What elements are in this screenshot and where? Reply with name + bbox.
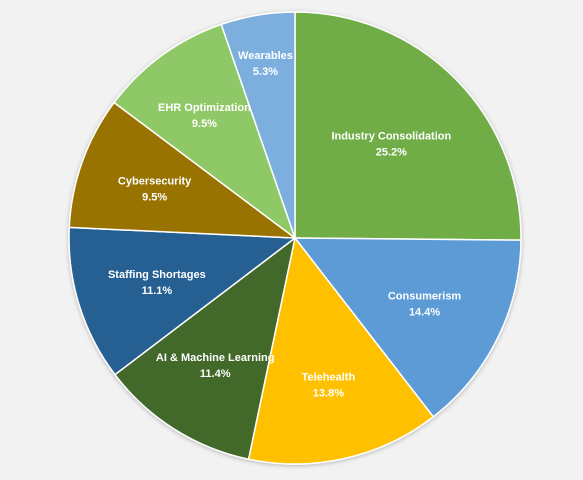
pie-slice-ai-and-machine-learning [113, 236, 297, 461]
slice-value-ai-and-machine-learning: 11.4% [200, 368, 231, 380]
slice-value-cybersecurity: 9.5% [142, 192, 167, 204]
pie-slice-cybersecurity [68, 101, 298, 239]
slice-label-staffing-shortages: Staffing Shortages [108, 269, 206, 281]
slice-label-wearables: Wearables [238, 50, 293, 62]
slice-value-industry-consolidation: 25.2% [376, 147, 407, 159]
slice-label-ehr-optimization: EHR Optimization [158, 102, 251, 114]
pie-slice-staffing-shortages [68, 226, 298, 376]
slice-value-ehr-optimization: 9.5% [192, 118, 217, 130]
slice-label-consumerism: Consumerism [388, 290, 462, 302]
slice-value-wearables: 5.3% [253, 66, 278, 78]
slice-label-ai-and-machine-learning: AI & Machine Learning [156, 352, 275, 364]
pie-slices [68, 11, 522, 465]
pie-slice-consumerism [293, 237, 522, 418]
pie-data-labels: Industry Consolidation 25.2% Consumerism 14… [108, 50, 461, 399]
pie-slice-ehr-optimization [113, 23, 297, 241]
pie-slice-wearables [220, 11, 296, 239]
pie-slice-industry-consolidation [294, 11, 522, 241]
slice-label-telehealth: Telehealth [302, 371, 356, 383]
slice-label-industry-consolidation: Industry Consolidation [331, 131, 451, 143]
slice-value-consumerism: 14.4% [409, 306, 440, 318]
pie-slice-telehealth [247, 236, 435, 465]
slice-label-cybersecurity: Cybersecurity [118, 176, 192, 188]
slice-value-telehealth: 13.8% [313, 387, 344, 399]
slice-value-staffing-shortages: 11.1% [142, 285, 173, 297]
